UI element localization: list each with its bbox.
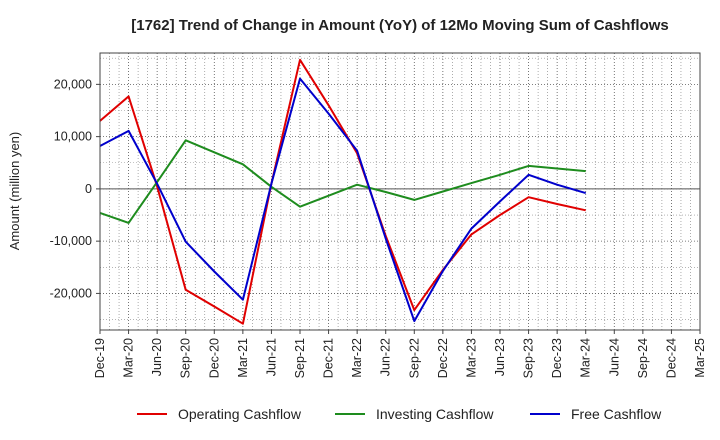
chart-title: [1762] Trend of Change in Amount (YoY) o… [131, 17, 669, 34]
x-tick-label: Mar-25 [693, 338, 707, 378]
series-line-free-cashflow [99, 77, 586, 323]
grid-lines [99, 53, 701, 330]
x-tick-label: Sep-20 [179, 338, 193, 378]
y-axis-ticks: -20,000 -10,000 0 10,000 20,000 [50, 77, 100, 300]
x-tick-label: Mar-21 [236, 338, 250, 378]
x-tick-label: Jun-23 [493, 338, 507, 376]
series-line-operating-cashflow [99, 58, 586, 325]
y-tick-label: 10,000 [54, 130, 92, 144]
legend-label: Operating Cashflow [178, 406, 302, 422]
x-tick-label: Sep-23 [522, 338, 536, 378]
x-tick-label: Dec-20 [207, 338, 221, 378]
x-tick-label: Mar-24 [579, 338, 593, 378]
y-tick-label: 0 [85, 182, 92, 196]
legend-label: Free Cashflow [571, 406, 662, 422]
x-tick-label: Dec-24 [664, 338, 678, 378]
x-tick-label: Jun-22 [379, 338, 393, 376]
series-line-investing-cashflow [99, 139, 586, 224]
x-tick-label: Sep-22 [407, 338, 421, 378]
x-axis-ticks: Dec-19 Mar-20 Jun-20 Sep-20 Dec-20 Mar-21 Jun-… [93, 330, 707, 378]
x-tick-label: Mar-22 [350, 338, 364, 378]
y-tick-label: 20,000 [54, 77, 92, 91]
x-tick-label: Jun-20 [150, 338, 164, 376]
y-tick-label: -10,000 [50, 234, 92, 248]
x-tick-label: Dec-22 [436, 338, 450, 378]
series-lines [99, 58, 586, 325]
legend-label: Investing Cashflow [376, 406, 494, 422]
legend: Operating Cashflow Investing Cashflow Free… [137, 406, 662, 422]
y-axis-label: Amount (million yen) [7, 132, 22, 251]
x-tick-label: Dec-23 [550, 338, 564, 378]
x-tick-label: Dec-19 [93, 338, 107, 378]
x-tick-label: Sep-21 [293, 338, 307, 378]
y-tick-label: -20,000 [50, 286, 92, 300]
x-tick-label: Mar-20 [122, 338, 136, 378]
plot-frame [99, 52, 701, 331]
x-tick-label: Mar-23 [464, 338, 478, 378]
x-tick-label: Sep-24 [636, 338, 650, 378]
x-tick-label: Jun-24 [607, 338, 621, 376]
x-tick-label: Jun-21 [264, 338, 278, 376]
x-tick-label: Dec-21 [322, 338, 336, 378]
